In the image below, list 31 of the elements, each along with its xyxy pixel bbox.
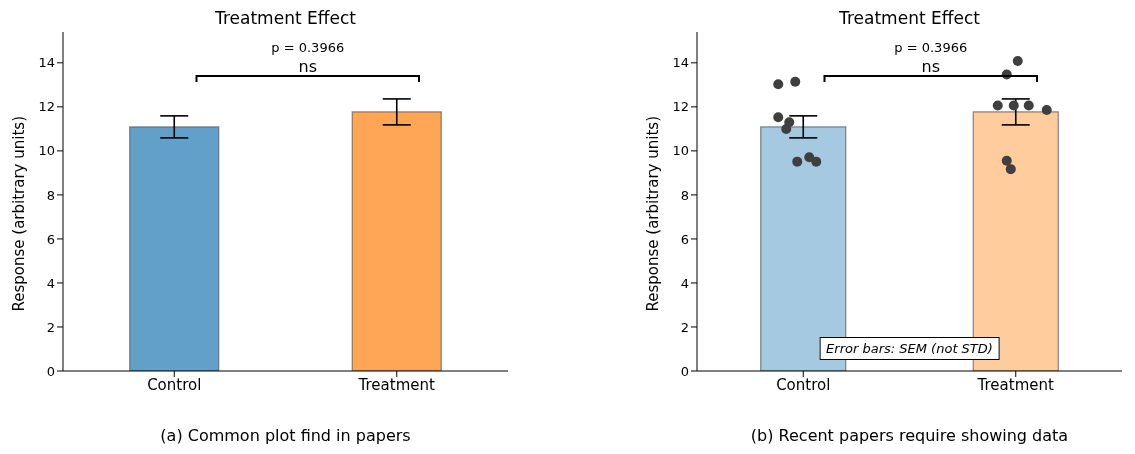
x-tick-label: Control	[776, 375, 831, 394]
y-tick-label: 0	[680, 363, 689, 379]
y-tick-label: 10	[38, 143, 55, 159]
annotation: Error bars: SEM (not STD)	[819, 337, 1000, 360]
y-tick-label: 2	[680, 319, 689, 335]
y-tick-label: 8	[680, 187, 689, 203]
y-tick-label: 0	[46, 363, 55, 379]
chart-title: Treatment Effect	[214, 8, 357, 28]
text: (b) Recent papers require showing data	[749, 426, 1070, 445]
y-axis-title: Response (arbitrary units)	[644, 116, 663, 312]
annotation: ns	[298, 57, 317, 77]
y-axis-title: Response (arbitrary units)	[10, 116, 29, 312]
y-tick-label: 12	[672, 99, 689, 115]
chart-title: Treatment Effect	[838, 8, 981, 28]
annotation: p = 0.3966	[271, 40, 345, 56]
y-tick-label: 6	[46, 231, 55, 247]
y-tick-label: 14	[672, 55, 689, 71]
y-tick-label: 4	[680, 275, 689, 291]
x-tick-label: Treatment	[357, 375, 436, 394]
y-tick-label: 4	[46, 275, 55, 291]
x-tick-label: Control	[147, 375, 202, 394]
annotation: ns	[921, 57, 940, 77]
y-tick-label: 2	[46, 319, 55, 335]
y-tick-label: 6	[680, 231, 689, 247]
annotation: p = 0.3966	[894, 40, 968, 56]
text: (a) Common plot find in papers	[159, 426, 412, 445]
x-tick-label: Treatment	[976, 375, 1055, 394]
y-tick-label: 8	[46, 187, 55, 203]
y-tick-label: 14	[38, 55, 55, 71]
y-tick-label: 12	[38, 99, 55, 115]
y-tick-label: 10	[672, 143, 689, 159]
